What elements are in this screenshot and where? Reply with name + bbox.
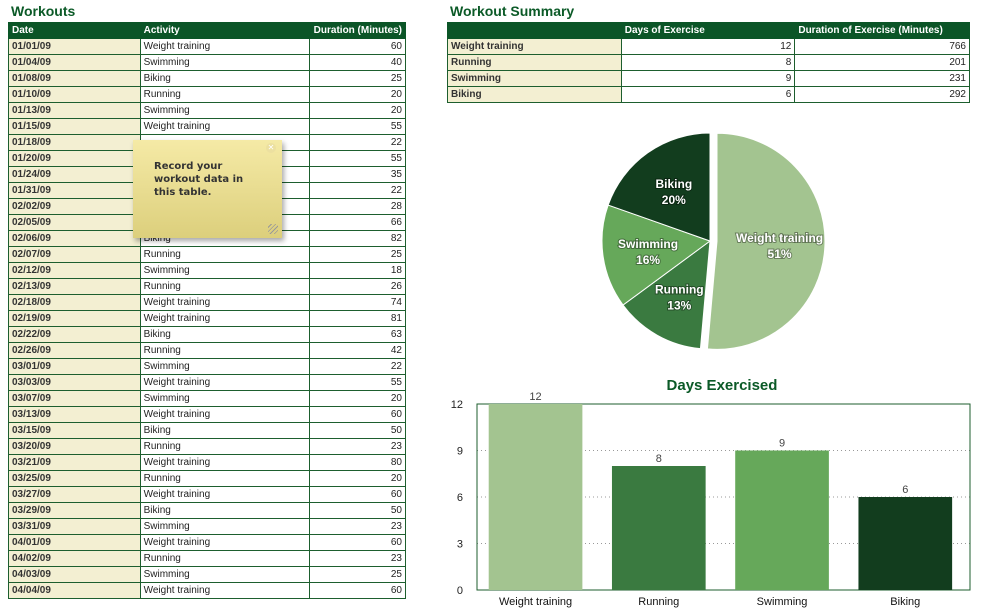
table-row: 03/29/09 Biking 50 [8, 502, 406, 519]
table-row: 02/13/09 Running 26 [8, 278, 406, 295]
table-cell[interactable]: 02/06/09 [8, 230, 141, 247]
pie-label: Running [655, 283, 704, 297]
table-row: 01/01/09 Weight training 60 [8, 38, 406, 55]
summary-table: Days of Exercise Duration of Exercise (Mi… [447, 22, 970, 103]
bar [488, 404, 583, 590]
bar [611, 466, 706, 590]
pie-percent: 51% [768, 247, 792, 261]
pie-label: Weight training [736, 231, 823, 245]
resize-grip-icon[interactable] [268, 224, 278, 234]
plot-frame [476, 403, 971, 591]
table-cell[interactable]: 03/15/09 [8, 422, 141, 439]
close-icon[interactable]: ✕ [266, 143, 276, 153]
x-tick-label: Biking [890, 596, 920, 608]
table-cell[interactable]: 01/15/09 [8, 118, 141, 135]
summary-title: Workout Summary [450, 3, 575, 19]
table-row: 01/04/09 Swimming 40 [8, 54, 406, 71]
y-tick-label: 0 [457, 585, 463, 597]
pie-slice [601, 204, 712, 306]
y-tick-label: 9 [457, 446, 463, 458]
y-tick-label: 6 [457, 492, 463, 504]
pie-slice [706, 132, 826, 350]
table-cell[interactable]: 03/07/09 [8, 390, 141, 407]
table-cell[interactable]: 03/27/09 [8, 486, 141, 503]
col-duration: Duration of Exercise (Minutes) [794, 22, 970, 39]
table-cell[interactable]: 03/25/09 [8, 470, 141, 487]
bar-value-label: 9 [779, 438, 785, 450]
pie-percent: 16% [636, 253, 660, 267]
bar [735, 450, 829, 590]
table-cell[interactable]: 02/26/09 [8, 342, 141, 359]
table-row: 04/02/09 Running 23 [8, 550, 406, 567]
table-cell[interactable]: 01/13/09 [8, 102, 141, 119]
table-row: Swimming 9 231 [447, 70, 970, 87]
table-row: 01/10/09 Running 20 [8, 86, 406, 103]
workouts-title: Workouts [11, 3, 76, 19]
table-cell[interactable]: 01/18/09 [8, 134, 141, 151]
table-row: 04/03/09 Swimming 25 [8, 566, 406, 583]
pie-percent: 20% [662, 193, 686, 207]
note-text: Record your workout data in this table. [154, 161, 244, 198]
table-cell[interactable]: Biking [447, 86, 622, 103]
table-row: 03/21/09 Weight training 80 [8, 454, 406, 471]
table-cell[interactable]: 04/03/09 [8, 566, 141, 583]
table-row: 03/15/09 Biking 50 [8, 422, 406, 439]
table-cell[interactable]: Swimming [447, 70, 622, 87]
col-date[interactable]: Date [8, 22, 141, 39]
table-row: 02/18/09 Weight training 74 [8, 294, 406, 311]
pie-label: Swimming [618, 237, 678, 251]
table-row: Biking 6 292 [447, 86, 970, 103]
table-cell[interactable]: 01/04/09 [8, 54, 141, 71]
table-cell[interactable]: 02/18/09 [8, 294, 141, 311]
sticky-note[interactable]: ✕ Record your workout data in this table… [133, 140, 282, 238]
pie-slice [607, 132, 711, 242]
table-row: 01/08/09 Biking 25 [8, 70, 406, 87]
bar-value-label: 12 [529, 391, 541, 403]
table-cell[interactable]: 03/20/09 [8, 438, 141, 455]
table-cell[interactable]: 01/08/09 [8, 70, 141, 87]
table-cell[interactable]: 60 [309, 582, 406, 599]
bar [858, 497, 953, 590]
table-cell[interactable]: 04/04/09 [8, 582, 141, 599]
table-cell[interactable]: 01/10/09 [8, 86, 141, 103]
pie-slice [622, 239, 711, 350]
y-tick-label: 3 [457, 539, 463, 551]
table-row: 04/04/09 Weight training 60 [8, 582, 406, 599]
table-row: Running 8 201 [447, 54, 970, 71]
pie-percent: 13% [667, 299, 691, 313]
table-cell[interactable]: 03/13/09 [8, 406, 141, 423]
table-row: 03/07/09 Swimming 20 [8, 390, 406, 407]
table-cell[interactable]: 04/01/09 [8, 534, 141, 551]
table-row: 01/13/09 Swimming 20 [8, 102, 406, 119]
y-tick-label: 12 [451, 399, 463, 411]
bar-value-label: 8 [656, 453, 662, 465]
col-activity[interactable]: Activity [139, 22, 311, 39]
table-cell[interactable]: 55 [309, 374, 406, 391]
table-cell[interactable]: 02/07/09 [8, 246, 141, 263]
table-cell[interactable]: 01/01/09 [8, 38, 141, 55]
bar-chart-title: Days Exercised [667, 377, 778, 394]
table-cell[interactable]: 03/29/09 [8, 502, 141, 519]
table-row: 03/03/09 Weight training 55 [8, 374, 406, 391]
table-row: Weight training 12 766 [447, 38, 970, 55]
bar-value-label: 6 [902, 484, 908, 496]
table-row: 02/19/09 Weight training 81 [8, 310, 406, 327]
table-cell[interactable]: 03/21/09 [8, 454, 141, 471]
col-duration[interactable]: Duration (Minutes) [309, 22, 406, 39]
table-cell[interactable]: 292 [794, 86, 970, 103]
x-tick-label: Swimming [757, 596, 808, 608]
pie-label: Biking [655, 177, 692, 191]
table-row: 02/12/09 Swimming 18 [8, 262, 406, 279]
table-cell[interactable]: 03/31/09 [8, 518, 141, 535]
table-cell[interactable]: 04/02/09 [8, 550, 141, 567]
x-tick-label: Weight training [499, 596, 572, 608]
table-row: 03/27/09 Weight training 60 [8, 486, 406, 503]
table-cell[interactable]: 03/03/09 [8, 374, 141, 391]
x-tick-label: Running [638, 596, 679, 608]
table-row: 03/31/09 Swimming 23 [8, 518, 406, 535]
